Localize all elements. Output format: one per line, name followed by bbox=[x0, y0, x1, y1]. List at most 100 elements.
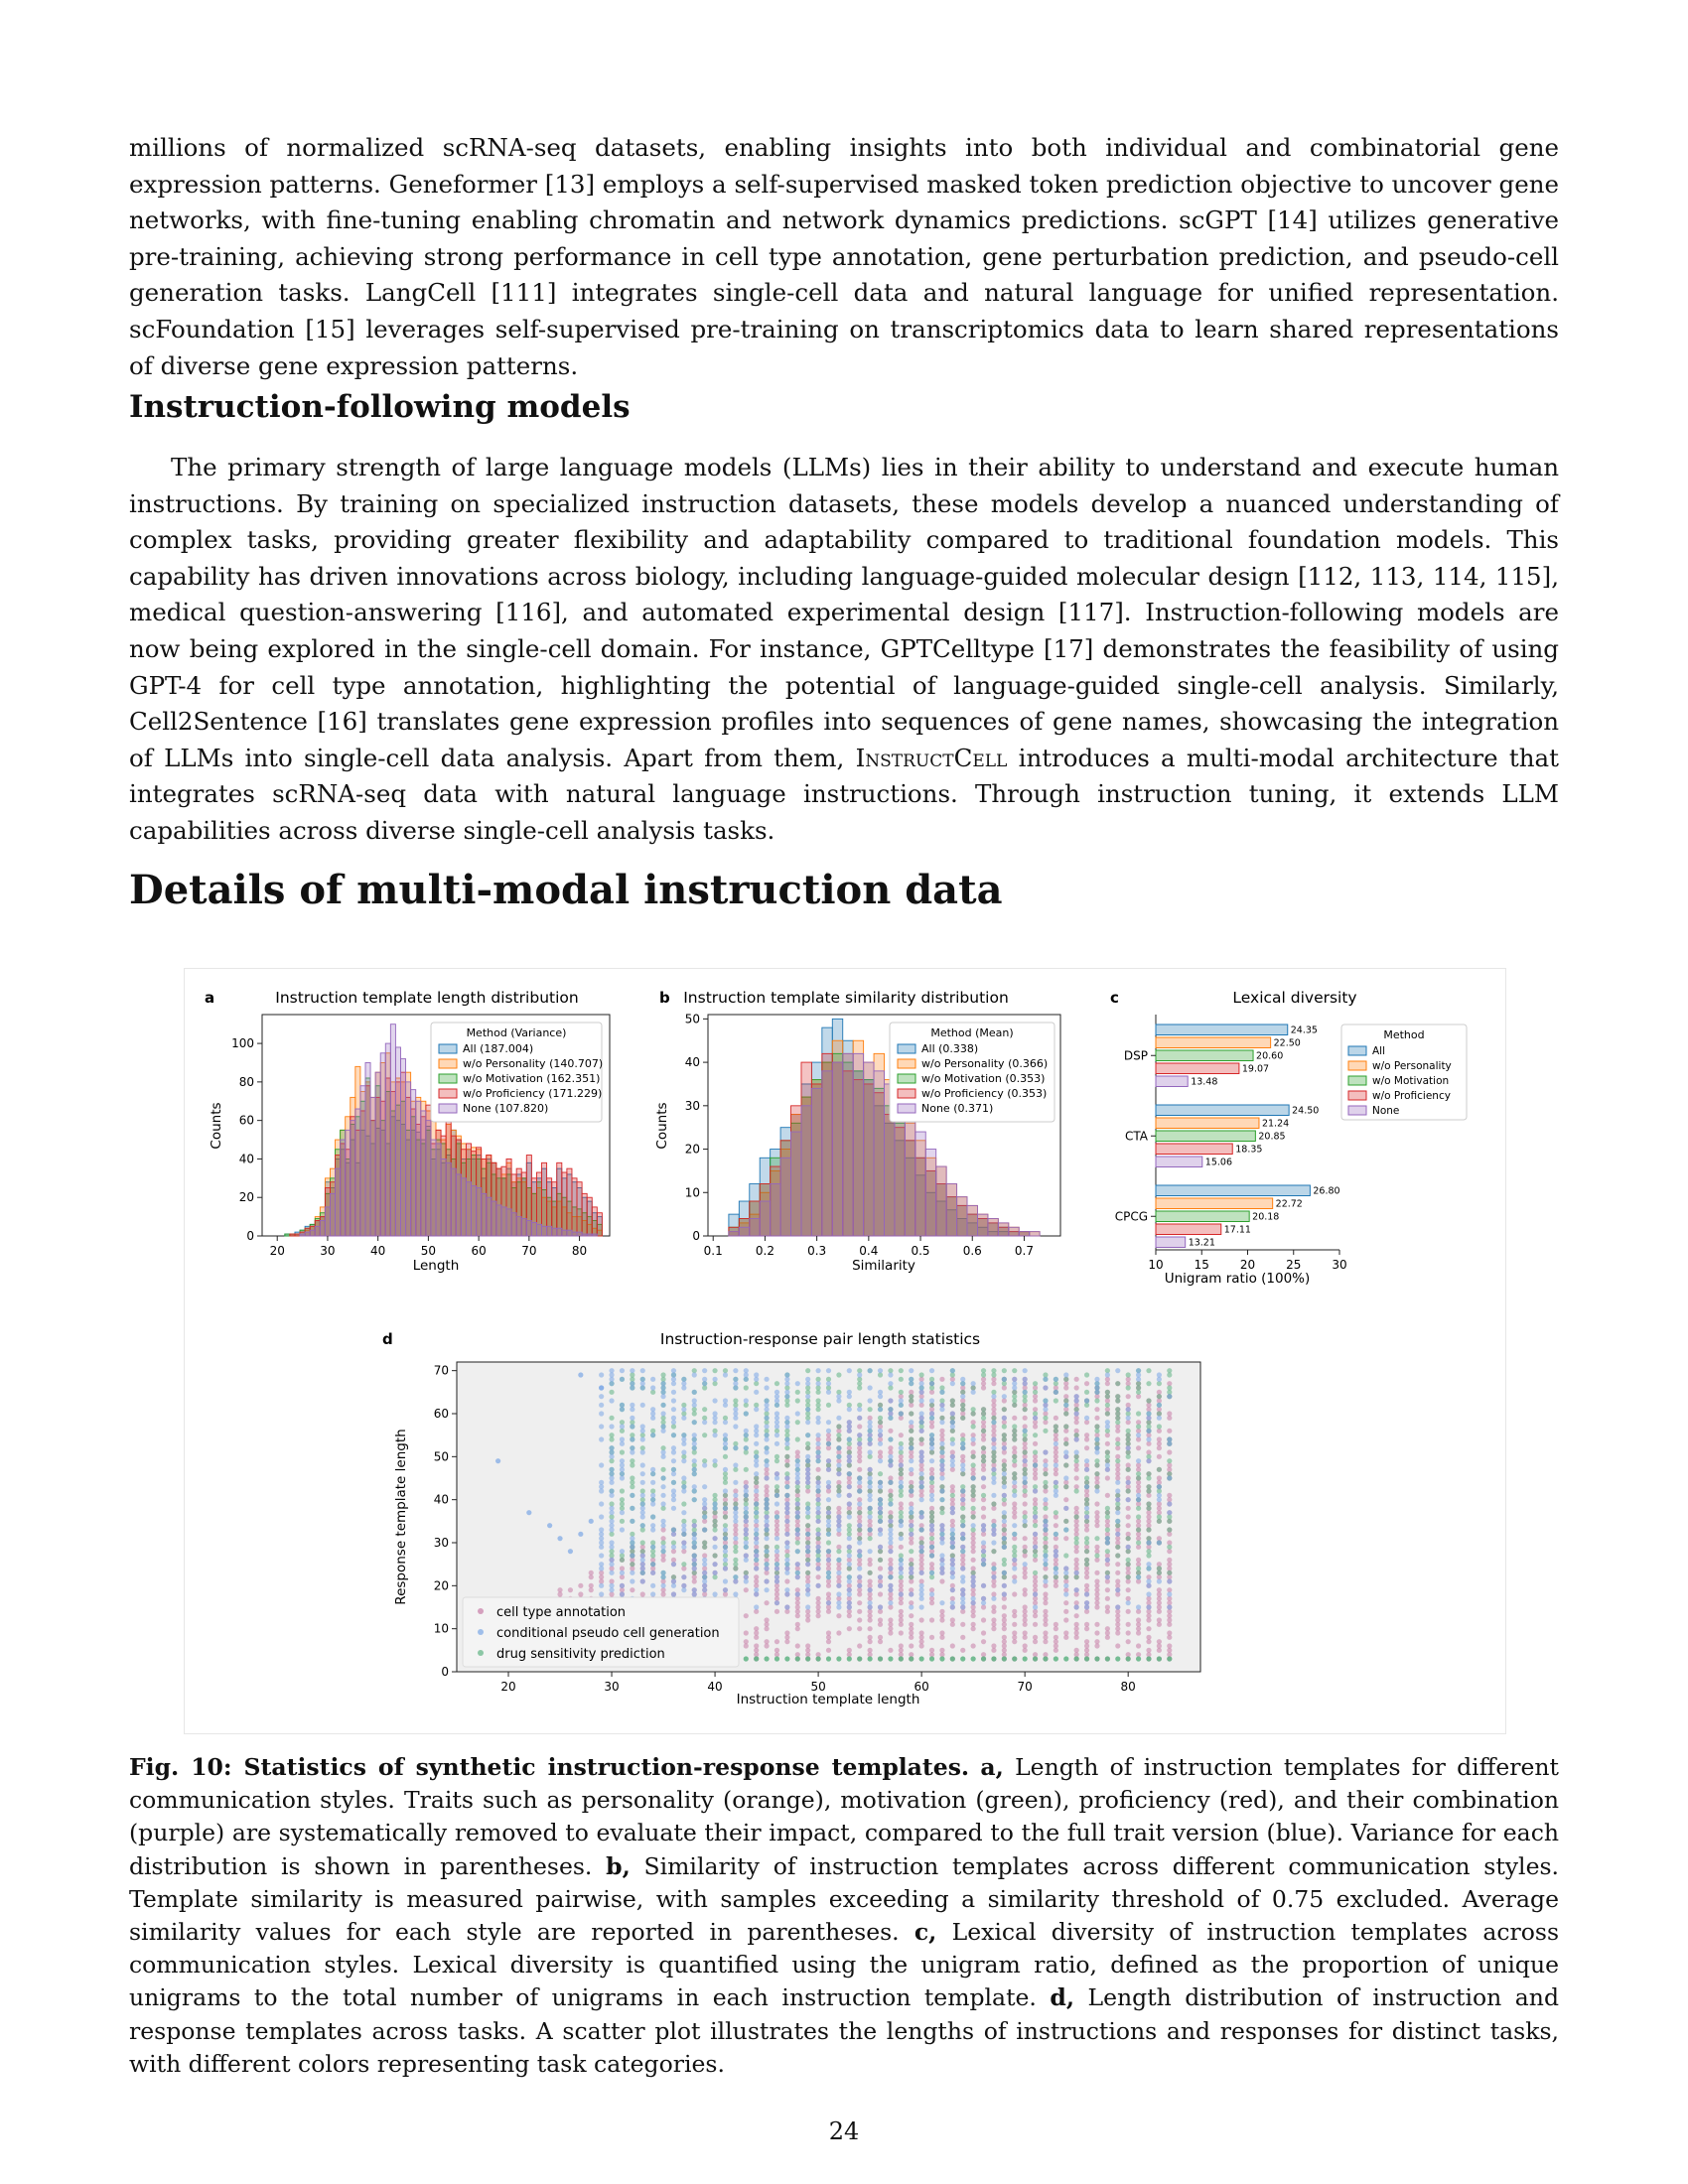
scatter-point-cpcg bbox=[928, 1591, 935, 1597]
scatter-point-cpcg bbox=[650, 1497, 656, 1503]
scatter-point-cpcg bbox=[825, 1510, 832, 1516]
scatter-point-cta bbox=[784, 1523, 790, 1529]
scatter-point-cpcg bbox=[764, 1445, 770, 1451]
scatter-point-cta bbox=[1167, 1652, 1173, 1658]
panel-d-letter: d bbox=[382, 1330, 393, 1348]
scatter-point-cta bbox=[928, 1488, 935, 1494]
scatter-point-cta bbox=[1022, 1440, 1028, 1446]
scatter-point-cta bbox=[754, 1578, 760, 1584]
scatter-point-cta bbox=[918, 1492, 924, 1498]
scatter-point-cta bbox=[1167, 1562, 1173, 1568]
scatter-point-cta bbox=[660, 1536, 666, 1542]
scatter-point-dsp bbox=[949, 1492, 955, 1498]
scatter-point-dsp bbox=[970, 1462, 976, 1468]
scatter-point-cta bbox=[1001, 1385, 1007, 1391]
scatter-point-cta bbox=[1083, 1527, 1090, 1533]
scatter-point-cta bbox=[609, 1566, 615, 1571]
lexical-bar bbox=[1155, 1049, 1254, 1061]
scatter-point-cpcg bbox=[630, 1570, 635, 1575]
scatter-point-cta bbox=[836, 1630, 842, 1636]
scatter-point-cpcg bbox=[660, 1492, 666, 1498]
scatter-point-cpcg bbox=[630, 1544, 635, 1550]
scatter-point-cpcg bbox=[743, 1376, 749, 1382]
scatter-point-cta bbox=[754, 1643, 760, 1649]
scatter-point-cta bbox=[898, 1394, 904, 1400]
scatter-point-cta bbox=[888, 1544, 894, 1550]
scatter-point-dsp bbox=[774, 1488, 780, 1494]
scatter-point-cpcg bbox=[1043, 1518, 1049, 1524]
scatter-point-dsp bbox=[1083, 1518, 1090, 1524]
scatter-point-cta bbox=[1043, 1613, 1049, 1619]
scatter-point-cpcg bbox=[630, 1445, 635, 1451]
scatter-point-cta bbox=[1083, 1626, 1090, 1632]
scatter-point-cta bbox=[918, 1553, 924, 1559]
scatter-point-dsp bbox=[712, 1523, 718, 1529]
scatter-point-cpcg bbox=[599, 1562, 605, 1568]
scatter-point-cpcg bbox=[1073, 1398, 1079, 1404]
scatter-point-cta bbox=[1043, 1488, 1049, 1494]
scatter-point-cta bbox=[1135, 1652, 1142, 1658]
scatter-point-cpcg bbox=[805, 1471, 811, 1477]
scatter-point-dsp bbox=[1032, 1656, 1039, 1662]
scatter-point-cpcg bbox=[1125, 1497, 1131, 1503]
scatter-point-cta bbox=[1053, 1562, 1058, 1568]
scatter-point-cta bbox=[1125, 1630, 1131, 1636]
scatter-point-cta bbox=[825, 1433, 832, 1438]
scatter-point-cta bbox=[1073, 1531, 1079, 1537]
scatter-point-dsp bbox=[877, 1557, 884, 1563]
histogram-bar bbox=[500, 1206, 507, 1237]
scatter-point-cta bbox=[1094, 1621, 1100, 1627]
lexical-bar-value: 13.21 bbox=[1189, 1238, 1215, 1249]
scatter-point-cpcg bbox=[949, 1531, 955, 1537]
histogram-bar bbox=[364, 1062, 371, 1237]
scatter-point-cta bbox=[1063, 1428, 1069, 1433]
scatter-point-dsp bbox=[784, 1462, 790, 1468]
panel-c-letter: c bbox=[1110, 989, 1119, 1007]
scatter-point-cpcg bbox=[867, 1420, 873, 1426]
scatter-point-cpcg bbox=[918, 1587, 924, 1593]
scatter-point-cpcg bbox=[619, 1436, 626, 1442]
scatter-point-cta bbox=[960, 1553, 966, 1559]
scatter-point-cta bbox=[619, 1566, 626, 1571]
scatter-point-dsp bbox=[733, 1566, 739, 1571]
scatter-point-cpcg bbox=[691, 1553, 697, 1559]
scatter-point-cpcg bbox=[857, 1488, 863, 1494]
scatter-point-cta bbox=[1083, 1523, 1090, 1529]
scatter-point-cta bbox=[898, 1453, 904, 1459]
lexical-bar-value: 19.07 bbox=[1242, 1064, 1269, 1075]
scatter-point-cta bbox=[1115, 1436, 1121, 1442]
scatter-point-cta bbox=[949, 1376, 955, 1382]
scatter-point-dsp bbox=[1022, 1466, 1028, 1472]
scatter-point-cpcg bbox=[764, 1415, 770, 1421]
scatter-point-cta bbox=[1135, 1501, 1142, 1507]
scatter-point-cta bbox=[599, 1574, 605, 1580]
scatter-point-cpcg bbox=[867, 1475, 873, 1481]
histogram-bar bbox=[440, 1158, 447, 1237]
scatter-point-cpcg bbox=[764, 1436, 770, 1442]
scatter-point-cta bbox=[1022, 1536, 1028, 1542]
scatter-point-cpcg bbox=[918, 1479, 924, 1485]
scatter-point-cpcg bbox=[774, 1398, 780, 1404]
scatter-point-cpcg bbox=[609, 1372, 615, 1378]
scatter-point-cta bbox=[1012, 1462, 1018, 1468]
scatter-point-dsp bbox=[918, 1540, 924, 1546]
scatter-point-cpcg bbox=[660, 1394, 666, 1400]
scatter-point-cpcg bbox=[660, 1518, 666, 1524]
scatter-point-cpcg bbox=[1043, 1578, 1049, 1584]
scatter-point-cpcg bbox=[898, 1402, 904, 1408]
scatter-point-cpcg bbox=[815, 1549, 821, 1555]
scatter-point-cpcg bbox=[939, 1497, 945, 1503]
scatter-point-cta bbox=[888, 1595, 894, 1601]
scatter-point-dsp bbox=[1156, 1656, 1162, 1662]
scatter-point-cta bbox=[1012, 1621, 1018, 1627]
scatter-point-cpcg bbox=[691, 1544, 697, 1550]
scatter-point-cta bbox=[1032, 1652, 1039, 1658]
histogram-bar bbox=[561, 1229, 568, 1237]
scatter-point-cta bbox=[1156, 1591, 1162, 1597]
scatter-point-dsp bbox=[815, 1656, 821, 1662]
scatter-point-dsp bbox=[1073, 1407, 1079, 1413]
scatter-point-cpcg bbox=[991, 1540, 997, 1546]
scatter-point-cta bbox=[1032, 1518, 1039, 1524]
scatter-point-cpcg bbox=[877, 1604, 884, 1610]
